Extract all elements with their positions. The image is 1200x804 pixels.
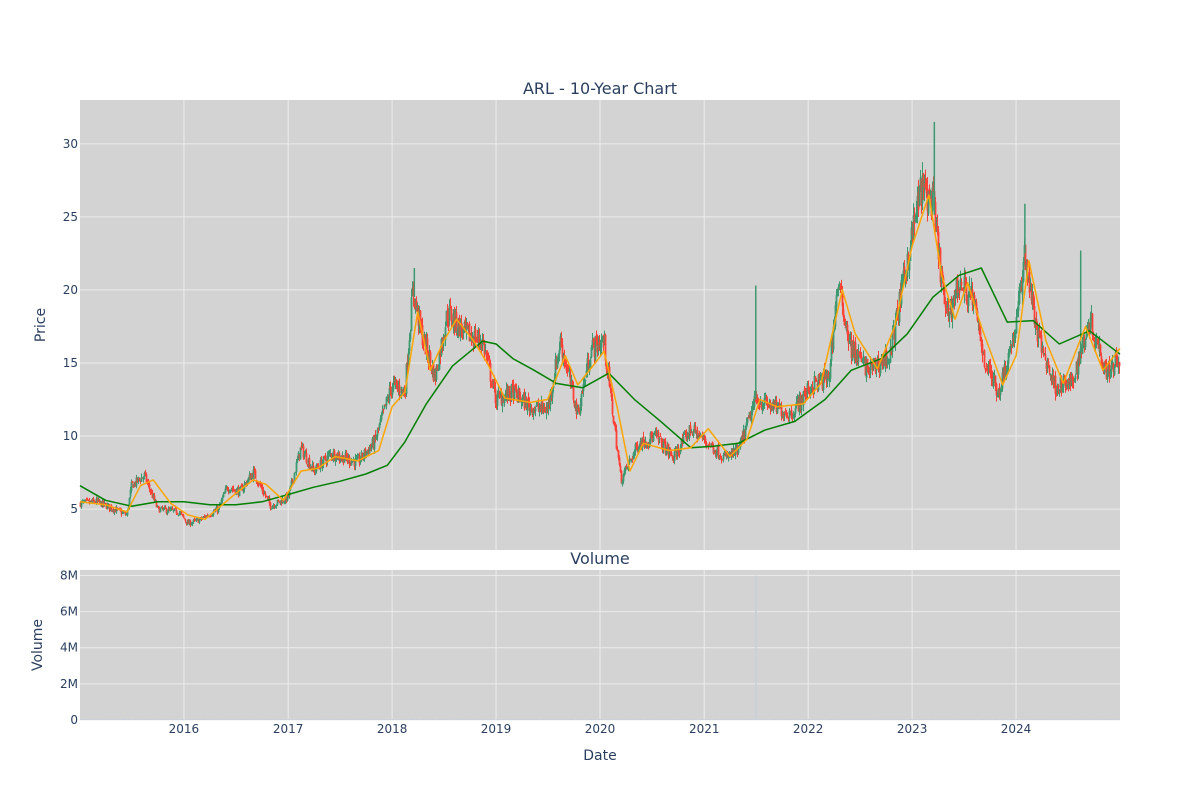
candle-body xyxy=(984,351,986,367)
volume-bar xyxy=(1119,719,1120,720)
candle-body xyxy=(265,494,267,496)
candle-body xyxy=(616,430,618,449)
price-y-tick-label: 20 xyxy=(63,283,78,297)
candle-body xyxy=(1049,366,1051,372)
volume-y-ticks: 0 2M 4M 6M 8M xyxy=(60,568,78,727)
candle-body xyxy=(660,436,662,437)
candle-body xyxy=(255,470,257,478)
x-tick-label: 2021 xyxy=(689,722,720,736)
candle-body xyxy=(1114,368,1116,374)
x-tick-label: 2020 xyxy=(585,722,616,736)
candle-body xyxy=(411,297,413,331)
candle-body xyxy=(581,394,583,406)
candle-body xyxy=(183,515,185,517)
volume-y-tick-label: 6M xyxy=(60,605,78,619)
candle-body xyxy=(612,399,614,414)
candle-body xyxy=(1085,341,1087,347)
x-tick-label: 2024 xyxy=(1001,722,1032,736)
candle-body xyxy=(1075,376,1077,379)
candle-body xyxy=(836,295,838,307)
candle-body xyxy=(795,408,797,413)
candle-body xyxy=(410,332,412,340)
candle-body xyxy=(185,519,187,521)
candle-body xyxy=(399,385,401,394)
candle-body xyxy=(181,512,183,514)
candle-body xyxy=(296,462,298,472)
x-tick-label: 2022 xyxy=(793,722,824,736)
candle-body xyxy=(759,406,761,407)
candle-body xyxy=(139,478,141,479)
price-y-tick-label: 25 xyxy=(63,210,78,224)
candle-body xyxy=(184,518,186,520)
price-chart-title: ARL - 10-Year Chart xyxy=(523,79,677,98)
volume-y-tick-label: 4M xyxy=(60,641,78,655)
candle-body xyxy=(1119,362,1121,366)
candle-body xyxy=(535,408,537,411)
candle-body xyxy=(223,494,225,497)
price-y-tick-label: 15 xyxy=(63,356,78,370)
candle-body xyxy=(610,384,612,388)
candle-body xyxy=(132,481,134,483)
volume-spike-bar xyxy=(755,575,757,720)
volume-y-axis-label: Volume xyxy=(30,619,46,671)
candle-body xyxy=(590,360,592,368)
candle-body xyxy=(723,455,725,460)
volume-y-tick-label: 0 xyxy=(70,713,78,727)
candle-body xyxy=(306,453,308,463)
candle-body xyxy=(531,407,533,408)
candle-body xyxy=(278,500,280,501)
volume-y-tick-label: 2M xyxy=(60,677,78,691)
volume-spike-bar xyxy=(620,718,622,720)
candle-body xyxy=(258,485,260,486)
candle-body xyxy=(1058,386,1060,387)
price-y-tick-label: 10 xyxy=(63,429,78,443)
price-y-tick-label: 5 xyxy=(70,502,78,516)
candle-body xyxy=(653,435,655,441)
candle-body xyxy=(585,380,587,381)
candle-body xyxy=(325,456,327,460)
candle-body xyxy=(1050,374,1052,375)
candle-body xyxy=(706,443,708,444)
price-y-axis-label: Price xyxy=(33,308,49,342)
candle-body xyxy=(709,444,711,445)
candle-body xyxy=(961,282,963,285)
candle-body xyxy=(222,498,224,501)
x-tick-label: 2023 xyxy=(897,722,928,736)
candle-body xyxy=(451,309,453,322)
candle-body xyxy=(974,295,976,300)
x-tick-label: 2019 xyxy=(481,722,512,736)
candle-body xyxy=(1045,354,1047,360)
price-y-tick-label: 30 xyxy=(63,137,78,151)
candle-body xyxy=(381,415,383,420)
candle-body xyxy=(160,508,162,512)
candle-body xyxy=(149,484,151,489)
x-axis-label: Date xyxy=(583,748,616,764)
candle-body xyxy=(430,352,432,363)
candle-body xyxy=(674,452,676,461)
x-tick-label: 2016 xyxy=(169,722,200,736)
candle-body xyxy=(659,438,661,439)
candle-body xyxy=(1016,317,1018,333)
volume-x-ticks: 2016 2017 2018 2019 2020 2021 2022 2023 2024 xyxy=(169,722,1032,736)
volume-spike-bar xyxy=(122,717,124,720)
candle-body xyxy=(270,503,272,509)
x-tick-label: 2017 xyxy=(273,722,304,736)
candle-body xyxy=(573,387,575,400)
volume-y-tick-label: 8M xyxy=(60,568,78,582)
volume-spike-bar xyxy=(412,718,414,720)
candle-body xyxy=(172,508,174,510)
price-y-ticks: 5 10 15 20 25 30 xyxy=(63,137,78,516)
x-tick-label: 2018 xyxy=(377,722,408,736)
volume-chart-title: Volume xyxy=(570,549,630,568)
candle-body xyxy=(816,380,818,382)
candle-body xyxy=(292,480,294,482)
